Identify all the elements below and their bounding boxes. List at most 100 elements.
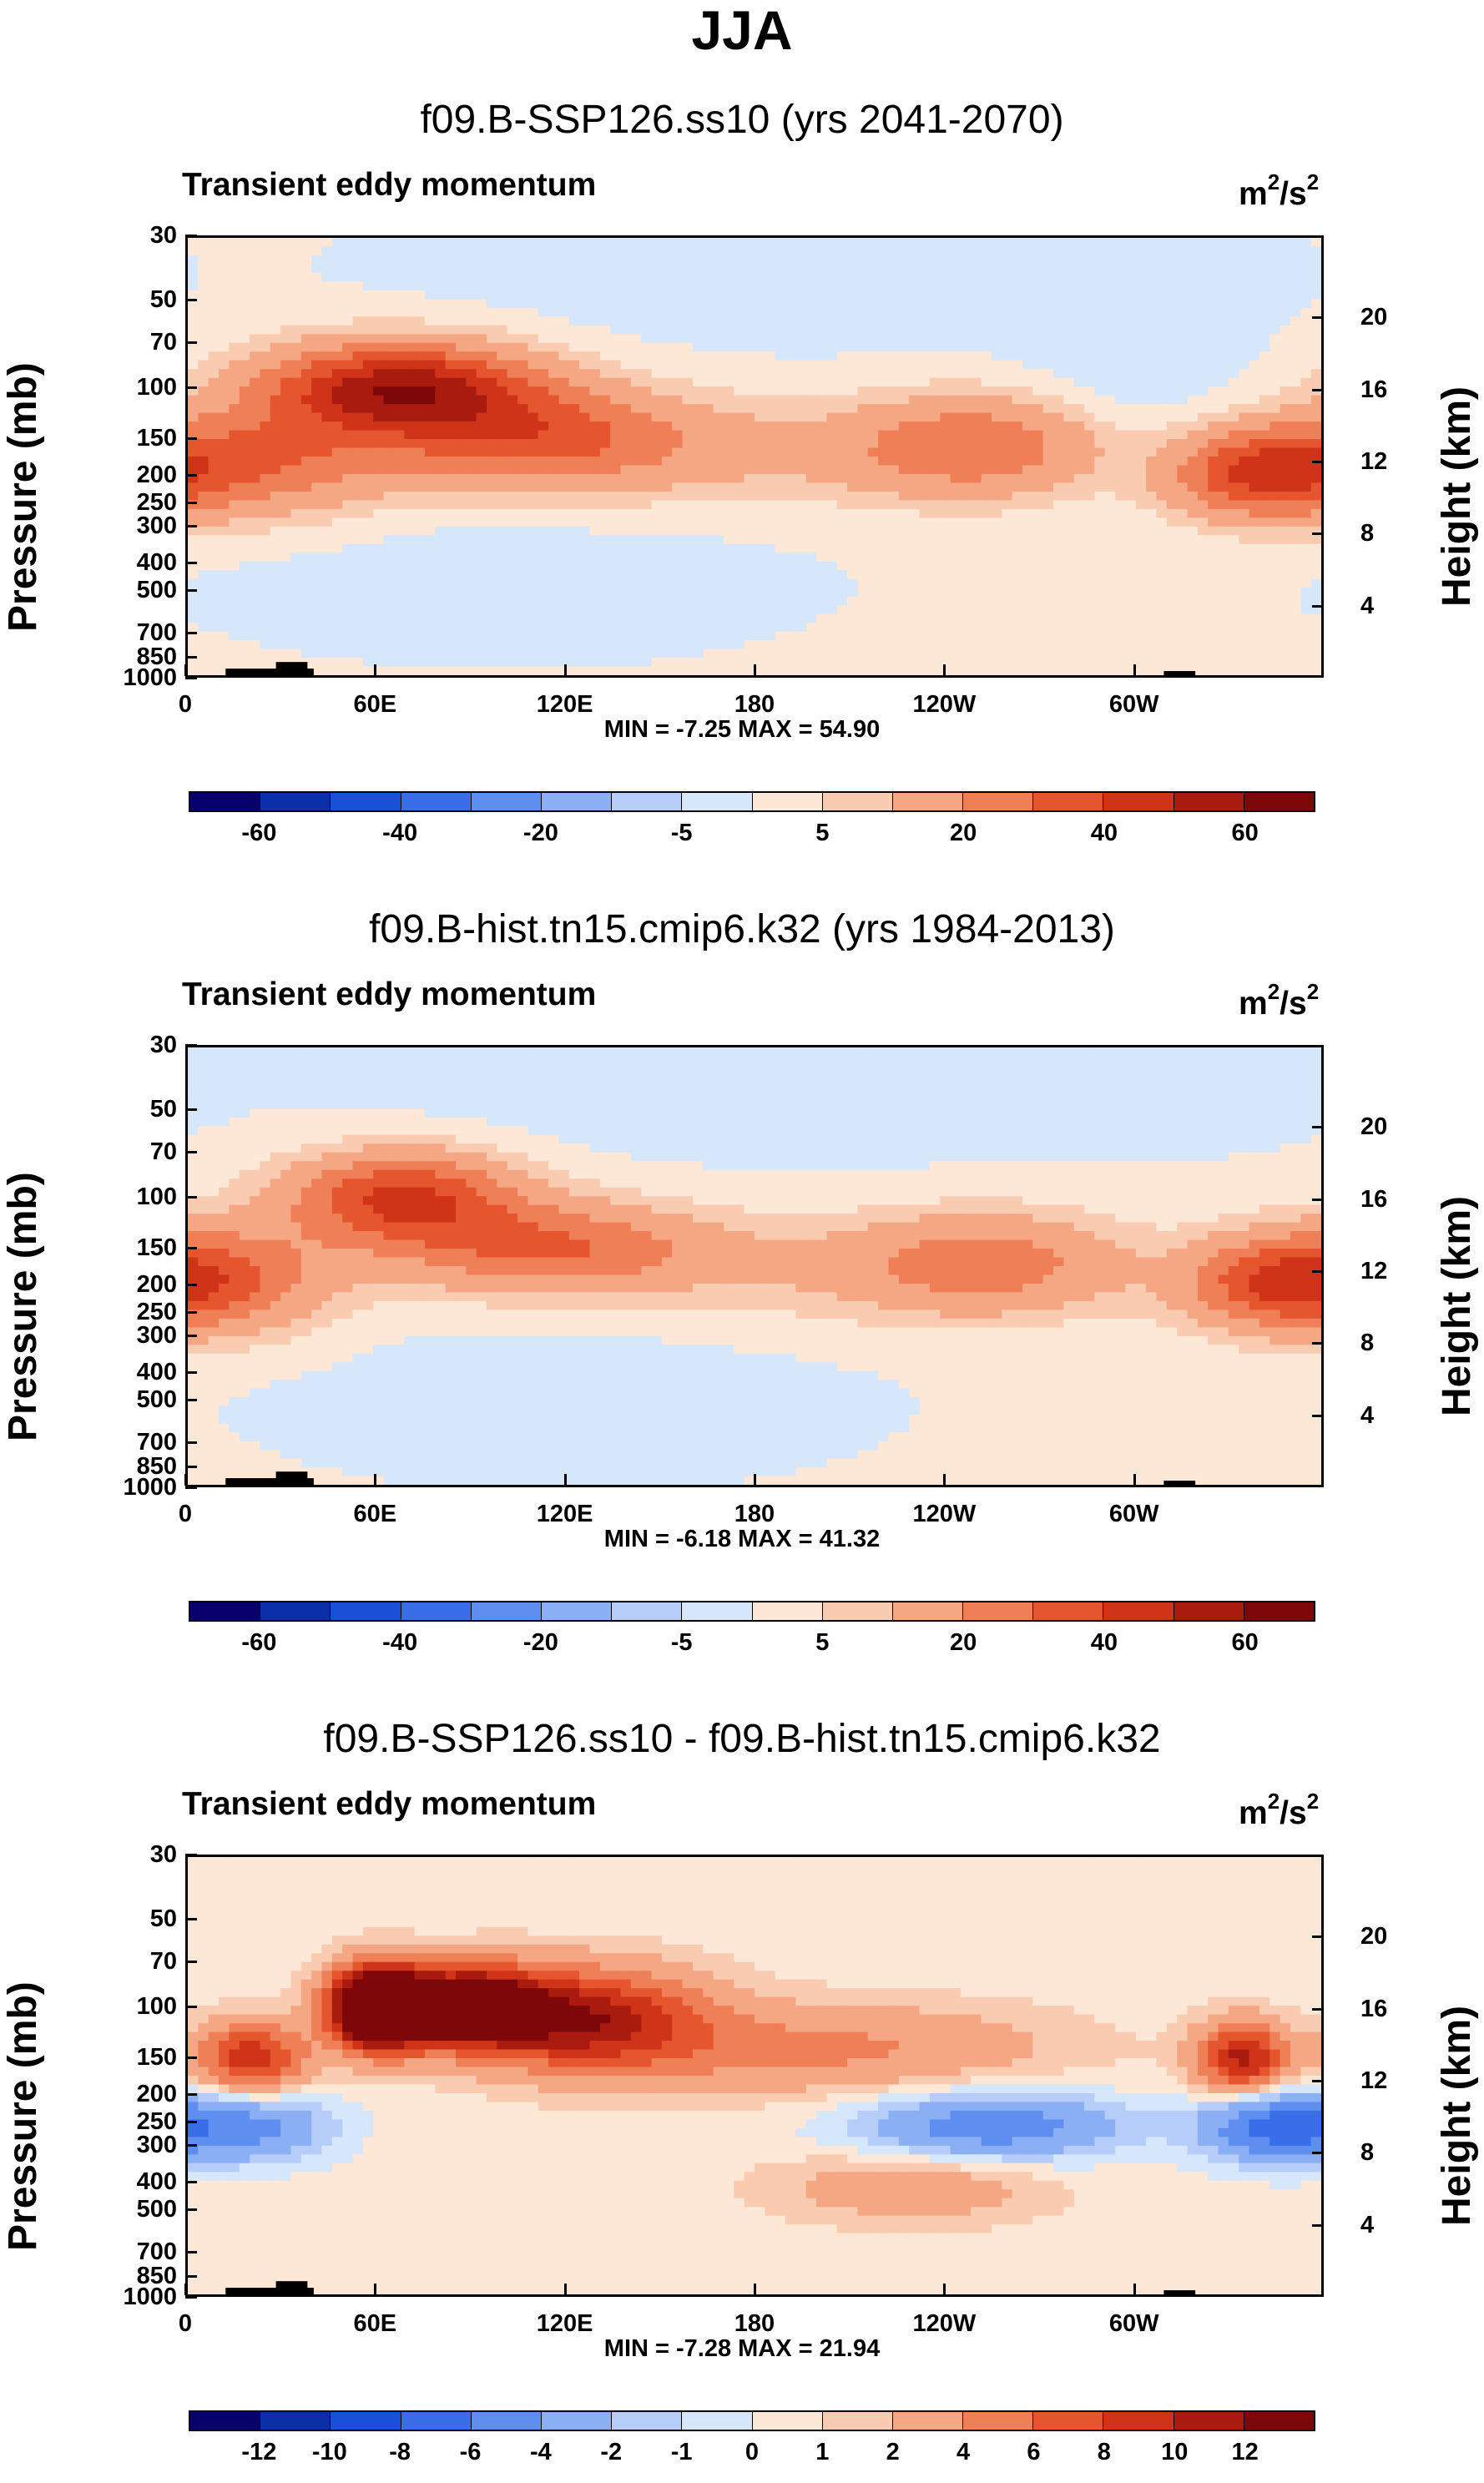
contour-cell	[373, 412, 385, 422]
contour-cell	[188, 561, 199, 571]
contour-cell	[208, 281, 220, 291]
contour-cell	[404, 290, 416, 300]
contour-cell	[1166, 272, 1178, 282]
contour-cell	[250, 508, 261, 518]
contour-cell	[1053, 491, 1064, 501]
contour-cell	[455, 526, 467, 536]
contour-cell	[1197, 570, 1209, 580]
contour-cell	[445, 596, 457, 606]
contour-cell	[1187, 404, 1199, 414]
contour-cell	[568, 439, 580, 449]
contour-cell	[847, 430, 859, 440]
contour-cell	[857, 238, 869, 248]
contour-cell	[826, 342, 838, 352]
contour-cell	[208, 588, 220, 598]
contour-cell	[1125, 255, 1137, 265]
contour-cell	[527, 613, 539, 623]
contour-cell	[435, 570, 447, 580]
contour-cell	[260, 613, 271, 623]
contour-cell	[435, 255, 447, 265]
contour-cell	[1084, 605, 1095, 615]
contour-cell	[816, 457, 828, 467]
contour-cell	[538, 325, 549, 335]
contour-cell	[1156, 500, 1168, 510]
contour-cell	[723, 578, 734, 588]
contour-cell	[836, 325, 848, 335]
contour-cell	[1002, 421, 1013, 431]
contour-cell	[1053, 578, 1064, 588]
contour-cell	[424, 491, 436, 501]
contour-cell	[404, 395, 416, 405]
contour-cell	[826, 596, 838, 606]
contour-cell	[331, 412, 343, 422]
contour-cell	[1002, 264, 1013, 274]
contour-cell	[1094, 430, 1106, 440]
contour-cell	[909, 482, 921, 492]
contour-cell	[1259, 535, 1270, 545]
contour-cell	[805, 605, 817, 615]
contour-cell	[775, 377, 786, 387]
contour-cell	[682, 517, 694, 527]
contour-cell	[1310, 360, 1321, 370]
contour-cell	[909, 404, 921, 414]
contour-cell	[1280, 482, 1291, 492]
contour-cell	[373, 553, 385, 563]
contour-cell	[579, 255, 591, 265]
contour-cell	[672, 377, 684, 387]
contour-cell	[1012, 553, 1023, 563]
contour-cell	[1249, 570, 1260, 580]
contour-cell	[1135, 299, 1147, 309]
contour-cell	[1022, 588, 1033, 598]
contour-cell	[1166, 281, 1178, 291]
contour-cell	[300, 482, 312, 492]
contour-cell	[198, 290, 209, 300]
contour-cell	[847, 535, 859, 545]
contour-cell	[1239, 377, 1250, 387]
contour-cell	[331, 290, 343, 300]
contour-cell	[538, 596, 549, 606]
contour-cell	[373, 457, 385, 467]
contour-cell	[1228, 543, 1239, 553]
contour-cell	[188, 412, 199, 422]
contour-cell	[661, 535, 673, 545]
contour-cell	[198, 473, 209, 484]
contour-cell	[1280, 290, 1291, 300]
contour-cell	[229, 543, 240, 553]
contour-cell	[435, 588, 447, 598]
contour-cell	[270, 535, 281, 545]
contour-cell	[352, 255, 364, 265]
contour-cell	[991, 421, 1002, 431]
contour-cell	[476, 578, 487, 588]
contour-cell	[1228, 351, 1239, 361]
contour-cell	[703, 299, 714, 309]
contour-cell	[445, 421, 457, 431]
contour-cell	[414, 238, 426, 248]
contour-cell	[1249, 430, 1260, 440]
contour-cell	[1197, 482, 1209, 492]
contour-cell	[1002, 526, 1013, 536]
contour-cell	[280, 360, 292, 370]
contour-cell	[919, 281, 931, 291]
contour-cell	[229, 377, 240, 387]
contour-cell	[1115, 430, 1127, 440]
contour-cell	[393, 342, 405, 352]
contour-cell	[1084, 578, 1095, 588]
contour-cell	[455, 430, 467, 440]
contour-cell	[599, 473, 611, 484]
contour-cell	[229, 500, 240, 510]
contour-cell	[867, 465, 879, 475]
contour-cell	[1197, 290, 1209, 300]
contour-cell	[280, 412, 292, 422]
contour-cell	[487, 588, 497, 598]
contour-cell	[1032, 439, 1044, 449]
contour-cell	[1022, 351, 1033, 361]
contour-cell	[1012, 508, 1023, 518]
contour-cell	[1269, 439, 1281, 449]
contour-cell	[527, 623, 539, 633]
contour-cell	[393, 334, 405, 344]
contour-cell	[476, 404, 487, 414]
contour-cell	[991, 570, 1002, 580]
contour-cell	[919, 561, 931, 571]
contour-cell	[517, 623, 528, 633]
contour-cell	[1249, 439, 1260, 449]
